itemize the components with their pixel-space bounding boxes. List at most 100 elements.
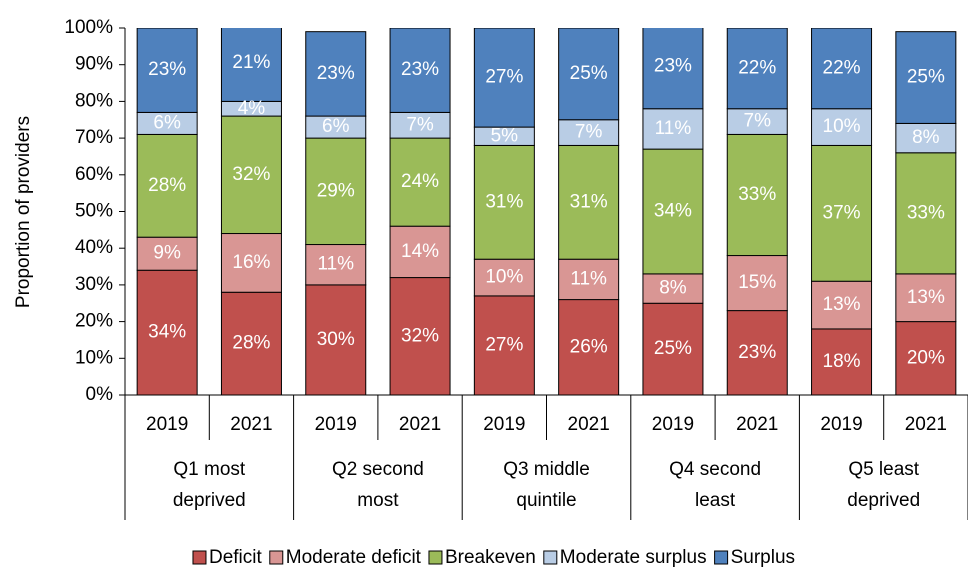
- bar-segment: [136, 28, 198, 113]
- y-tick-label: 30%: [75, 274, 113, 295]
- data-label: 9%: [153, 243, 181, 264]
- x-tick-label: 2019: [315, 414, 357, 435]
- y-tick-label: 70%: [75, 127, 113, 148]
- bar-segment: [305, 31, 367, 117]
- x-tick-label: 2019: [146, 414, 188, 435]
- legend-swatch: [269, 550, 284, 565]
- legend-label: Moderate deficit: [286, 547, 422, 568]
- legend-label: Surplus: [731, 547, 795, 568]
- data-label: 28%: [148, 175, 186, 196]
- group-label: Q4 second: [669, 459, 761, 480]
- bar-segment: [136, 236, 198, 271]
- data-label: 6%: [153, 112, 181, 133]
- group-label: Q5 least: [848, 459, 919, 480]
- data-label: 26%: [570, 336, 608, 357]
- bar-segment: [558, 28, 620, 121]
- bar-segment: [726, 310, 788, 395]
- y-tick-label: 90%: [75, 54, 113, 75]
- bar-segment: [220, 28, 282, 102]
- data-label: 16%: [232, 252, 270, 273]
- data-label: 23%: [148, 59, 186, 80]
- y-axis-title: Proportion of providers: [13, 116, 34, 308]
- bar-segment: [811, 144, 873, 282]
- x-tick-label: 2021: [905, 414, 947, 435]
- bar-segment: [642, 273, 704, 304]
- group-label: Q2 second: [332, 459, 424, 480]
- data-label: 8%: [659, 278, 687, 299]
- group-label: Q3 middle: [503, 459, 590, 480]
- bar-segment: [811, 328, 873, 395]
- bar-segment: [305, 244, 367, 286]
- bar-segment: [305, 137, 367, 246]
- bar-segment: [473, 144, 535, 260]
- bar-segment: [895, 273, 957, 323]
- bar-segment: [726, 133, 788, 257]
- group-label: most: [357, 490, 399, 511]
- y-tick-label: 100%: [64, 17, 113, 38]
- data-label: 21%: [232, 52, 270, 73]
- bar-segment: [473, 295, 535, 395]
- group-label: quintile: [516, 490, 576, 511]
- group-label: Q1 most: [173, 459, 246, 480]
- data-label: 5%: [491, 125, 519, 146]
- x-tick-label: 2019: [820, 414, 862, 435]
- data-label: 7%: [406, 114, 434, 135]
- data-label: 4%: [238, 98, 266, 119]
- x-tick-label: 2019: [652, 414, 694, 435]
- y-tick-label: 40%: [75, 237, 113, 258]
- bar-segment: [726, 255, 788, 312]
- data-label: 25%: [907, 67, 945, 88]
- legend-swatch: [714, 550, 729, 565]
- data-label: 25%: [654, 338, 692, 359]
- bar-segment: [136, 269, 198, 395]
- data-label: 11%: [655, 118, 692, 139]
- y-tick-label: 0%: [86, 384, 114, 405]
- data-label: 33%: [738, 184, 776, 205]
- bar-segment: [811, 108, 873, 146]
- data-label: 23%: [654, 56, 692, 77]
- data-label: 20%: [907, 347, 945, 368]
- data-label: 22%: [738, 57, 776, 78]
- data-label: 15%: [738, 272, 776, 293]
- legend-swatch: [543, 550, 558, 565]
- legend-label: Deficit: [209, 547, 263, 568]
- bar-segment: [642, 148, 704, 275]
- legend-swatch: [428, 550, 443, 565]
- data-label: 18%: [823, 351, 861, 372]
- legend-label: Breakeven: [445, 547, 536, 568]
- x-tick-label: 2021: [736, 414, 778, 435]
- bar-segment: [220, 233, 282, 293]
- data-label: 13%: [907, 287, 945, 308]
- bar-segment: [811, 280, 873, 330]
- data-label: 24%: [401, 171, 439, 192]
- data-label: 27%: [485, 334, 523, 355]
- data-label: 22%: [823, 57, 861, 78]
- bar-segment: [895, 31, 957, 124]
- bar-segment: [558, 119, 620, 146]
- data-label: 10%: [823, 116, 861, 137]
- data-label: 34%: [148, 322, 186, 343]
- x-tick-label: 2021: [230, 414, 272, 435]
- group-label: least: [695, 490, 736, 511]
- data-label: 32%: [401, 325, 439, 346]
- data-label: 23%: [401, 59, 439, 80]
- bar-segment: [473, 28, 535, 128]
- data-label: 29%: [317, 180, 355, 201]
- bars: [136, 28, 957, 395]
- data-label: 37%: [823, 202, 861, 223]
- data-label: 31%: [485, 191, 523, 212]
- data-label: 8%: [912, 127, 940, 148]
- data-label: 6%: [322, 116, 350, 137]
- data-label: 7%: [575, 122, 603, 143]
- y-tick-label: 80%: [75, 90, 113, 111]
- data-label: 14%: [401, 241, 439, 262]
- group-label: deprived: [173, 490, 246, 511]
- bar-segment: [389, 225, 451, 279]
- bar-segment: [895, 152, 957, 275]
- bar-segment: [389, 137, 451, 227]
- data-label: 11%: [570, 268, 607, 289]
- y-tick-label: 50%: [75, 201, 113, 222]
- legend-label: Moderate surplus: [560, 547, 707, 568]
- bar-segment: [726, 28, 788, 110]
- x-tick-label: 2021: [399, 414, 441, 435]
